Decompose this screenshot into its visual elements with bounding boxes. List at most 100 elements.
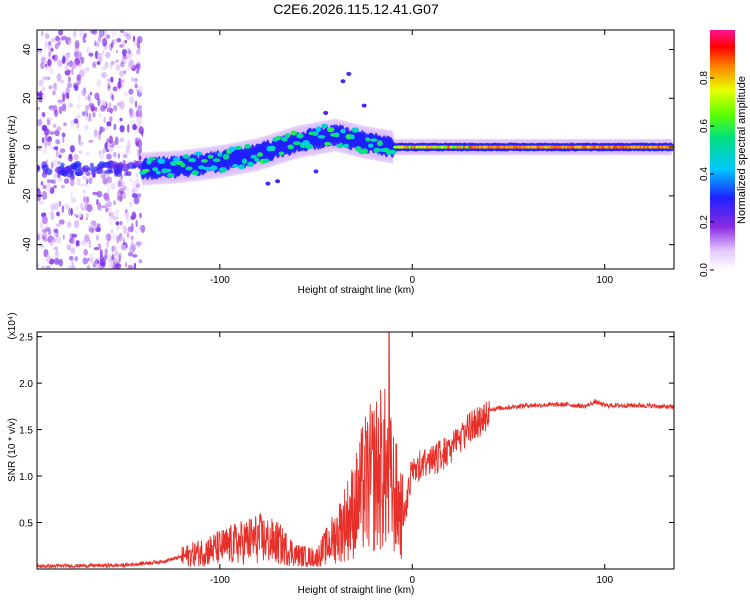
- noise-blob: [70, 191, 73, 199]
- noise-blob: [71, 257, 74, 266]
- y-tick-label: -20: [22, 188, 33, 203]
- noise-blob: [47, 58, 53, 67]
- noise-blob: [109, 211, 115, 219]
- noise-blob: [124, 210, 129, 219]
- noise-blob: [48, 106, 55, 112]
- noise-blob: [66, 244, 72, 251]
- noise-blob: [45, 168, 53, 176]
- noise-blob: [53, 172, 57, 180]
- noise-blob: [55, 223, 61, 227]
- noise-blob: [58, 219, 65, 225]
- trace-blob: [200, 159, 208, 163]
- noise-blob: [92, 191, 98, 196]
- noise-blob: [131, 188, 136, 193]
- noise-blob: [104, 197, 111, 202]
- noise-blob: [47, 138, 51, 147]
- noise-blob: [48, 41, 52, 46]
- trace-blob: [278, 151, 285, 156]
- noise-blob: [132, 254, 138, 258]
- noise-blob: [88, 177, 93, 185]
- noise-blob: [95, 39, 100, 48]
- noise-blob: [48, 65, 52, 74]
- noise-blob: [81, 242, 87, 246]
- noise-blob: [56, 73, 62, 82]
- noise-blob: [41, 30, 44, 36]
- noise-blob: [84, 112, 88, 121]
- noise-blob: [123, 153, 128, 159]
- noise-blob: [104, 248, 108, 253]
- noise-blob: [53, 246, 59, 251]
- noise-blob: [108, 212, 111, 217]
- noise-blob: [55, 235, 62, 244]
- noise-blob: [113, 104, 118, 112]
- noise-blob: [57, 161, 61, 165]
- noise-blob: [130, 222, 134, 232]
- y-tick-label: 1.0: [19, 472, 33, 483]
- noise-blob: [67, 101, 72, 108]
- noise-blob: [54, 109, 59, 118]
- noise-blob: [131, 193, 138, 198]
- noise-blob: [120, 136, 125, 143]
- noise-blob: [80, 183, 86, 187]
- noise-blob: [132, 124, 137, 131]
- noise-blob: [53, 185, 57, 189]
- noise-blob: [135, 241, 142, 246]
- x-tick-label: -100: [210, 575, 230, 586]
- noise-blob: [76, 114, 82, 119]
- colorbar-tick-label: 0.6: [699, 119, 710, 133]
- snr-panel: -100 0 100 0.5 1.0 1.5 2.0 2.5 Height of straig…: [7, 312, 675, 596]
- noise-blob: [74, 256, 79, 262]
- noise-blob: [68, 207, 71, 217]
- noise-blob: [69, 255, 74, 261]
- noise-blob: [41, 265, 46, 269]
- noise-blob: [71, 233, 78, 238]
- noise-blob: [106, 186, 111, 196]
- trace-blob: [340, 128, 346, 134]
- noise-blob: [110, 183, 116, 190]
- noise-blob: [137, 104, 143, 111]
- noise-blob: [78, 134, 81, 143]
- noise-blob: [121, 78, 125, 88]
- noise-blob: [85, 212, 89, 218]
- noise-blob: [61, 56, 66, 64]
- trace-blob: [343, 143, 350, 148]
- noise-blob: [96, 201, 101, 211]
- noise-blob: [136, 193, 142, 198]
- noise-blob: [67, 76, 71, 83]
- noise-blob: [104, 142, 108, 151]
- noise-blob: [54, 232, 57, 238]
- noise-blob: [71, 61, 77, 70]
- noise-blob: [37, 48, 43, 53]
- noise-blob: [112, 216, 119, 221]
- noise-blob: [72, 163, 82, 171]
- noise-blob: [125, 145, 131, 154]
- trace-blob: [244, 144, 251, 149]
- noise-blob: [140, 224, 146, 233]
- noise-blob: [111, 94, 114, 101]
- noise-blob: [69, 179, 75, 187]
- noise-blob: [79, 30, 84, 39]
- noise-blob: [126, 232, 130, 238]
- noise-blob: [48, 85, 53, 90]
- noise-blob: [113, 123, 117, 131]
- trace-blob: [232, 163, 239, 168]
- y-tick-label: 2.0: [19, 379, 33, 390]
- noise-blob: [117, 81, 123, 89]
- noise-blob: [47, 59, 51, 67]
- noise-blob: [105, 34, 111, 39]
- noise-blob: [75, 240, 79, 247]
- trace-blob: [242, 158, 247, 165]
- noise-blob: [107, 82, 111, 92]
- noise-blob: [79, 202, 84, 209]
- noise-blob: [83, 195, 86, 203]
- noise-blob: [133, 80, 139, 85]
- trace-blob: [287, 144, 294, 150]
- noise-blob: [42, 148, 48, 155]
- noise-blob: [138, 145, 142, 155]
- noise-blob: [119, 221, 123, 226]
- trace-blob: [247, 161, 254, 167]
- noise-blob: [85, 46, 91, 54]
- noise-blob: [120, 244, 127, 251]
- noise-blob: [127, 186, 130, 195]
- noise-blob: [54, 146, 59, 151]
